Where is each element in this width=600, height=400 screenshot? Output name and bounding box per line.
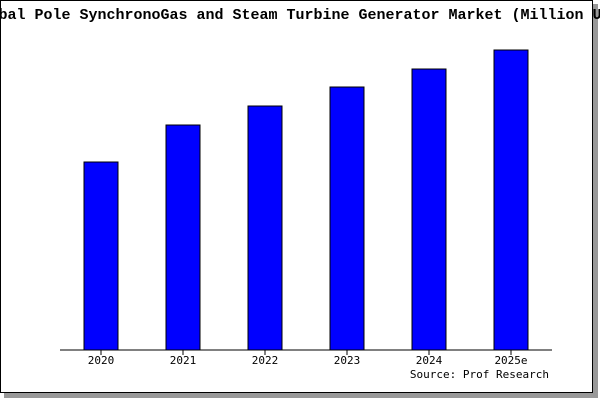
bar xyxy=(165,124,201,351)
bar xyxy=(411,68,447,351)
x-tick-label: 2021 xyxy=(170,354,197,367)
chart-title: bal Pole SynchronoGas and Steam Turbine … xyxy=(0,7,600,24)
bar xyxy=(493,49,529,351)
bar xyxy=(329,86,365,351)
bar xyxy=(83,161,119,351)
x-tick-label: 2024 xyxy=(416,354,443,367)
bar xyxy=(247,105,283,351)
plot-area xyxy=(60,50,552,350)
x-tick-label: 2020 xyxy=(88,354,115,367)
source: Source: Prof Research xyxy=(410,368,549,381)
x-tick-label: 2023 xyxy=(334,354,361,367)
x-tick-label: 2022 xyxy=(252,354,279,367)
x-tick-label: 2025e xyxy=(494,354,527,367)
